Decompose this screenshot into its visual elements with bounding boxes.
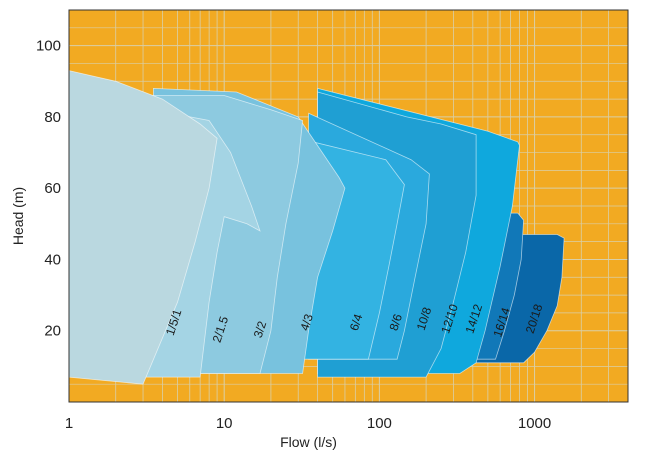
region-label-5: 8/6 [387, 312, 406, 333]
region-label-6: 6/4 [347, 312, 366, 333]
y-tick-label: 80 [44, 109, 61, 126]
y-tick-label: 20 [44, 323, 61, 340]
region-labels: 20/1816/1414/1212/1010/88/66/44/33/22/1.… [163, 302, 546, 344]
x-tick-label: 10 [216, 415, 233, 432]
x-axis-label: Flow (l/s) [280, 434, 337, 450]
x-tick-label: 1 [65, 415, 73, 432]
y-tick-label: 100 [36, 38, 61, 55]
y-tick-labels: 20 40 60 80 100 [36, 38, 61, 340]
x-tick-label: 100 [367, 415, 392, 432]
region-label-8: 3/2 [251, 319, 270, 340]
y-tick-label: 40 [44, 251, 61, 268]
plot-frame [68, 9, 629, 403]
y-tick-label: 60 [44, 180, 61, 197]
region-10 [68, 70, 218, 385]
y-axis-label: Head (m) [10, 187, 26, 245]
x-tick-label: 1000 [518, 415, 551, 432]
region-label-4: 10/8 [414, 305, 435, 332]
pump-regions [68, 70, 565, 385]
region-label-7: 4/3 [297, 312, 316, 333]
x-tick-labels: 1 10 100 1000 [65, 415, 551, 432]
